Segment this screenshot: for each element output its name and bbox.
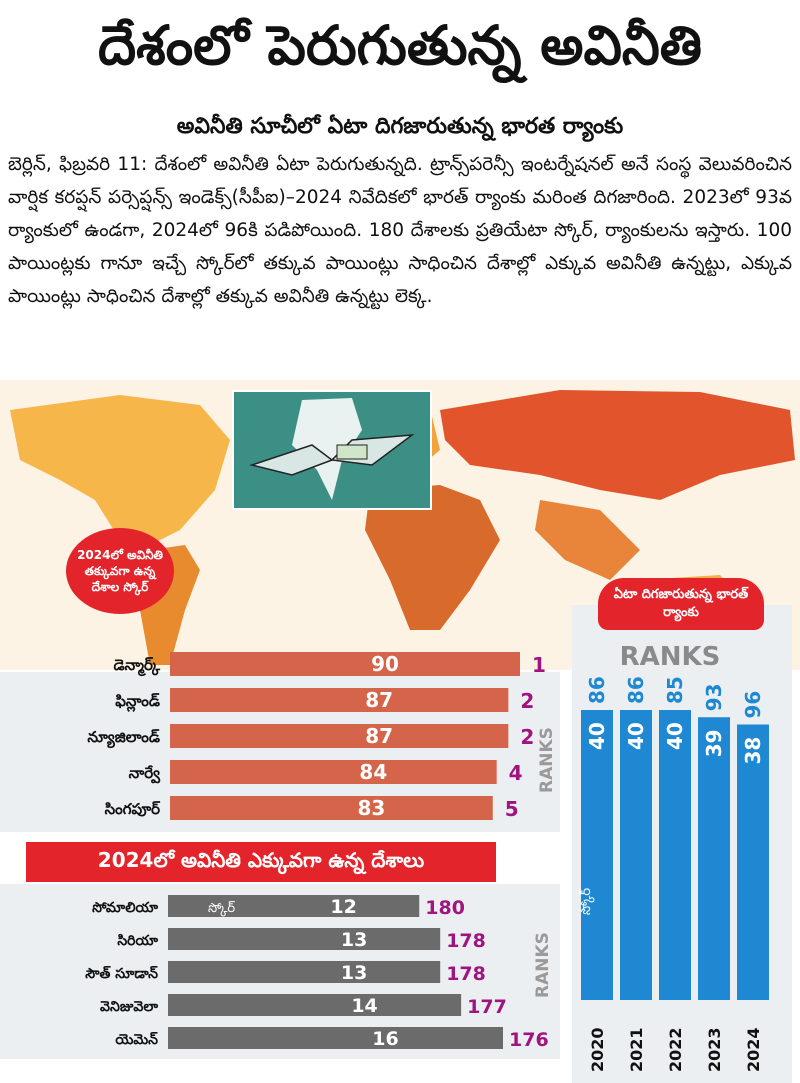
low-score-bar <box>170 688 509 712</box>
high-score-label: 16 <box>372 1028 398 1050</box>
india-year-label: 2022 <box>666 1027 685 1072</box>
article-body: బెర్లిన్, ఫిబ్రవరి 11: దేశంలో అవినీతి ఏట… <box>8 154 792 307</box>
india-rank-label: 96 <box>741 691 765 719</box>
low-corruption-callout: 2024లో అవినీతి తక్కువగా ఉన్న దేశాల స్కోర… <box>66 528 174 614</box>
high-country-label: వెనిజువెలా <box>100 999 158 1015</box>
page-subtitle: అవినీతి సూచీలో ఏటా దిగజారుతున్న భారత ర్య… <box>176 114 624 139</box>
high-score-bar <box>168 961 441 983</box>
india-rank-callout: ఏటా దిగజారుతున్న భారత్ ర్యాంకు <box>598 578 764 630</box>
low-score-label: 87 <box>365 688 393 712</box>
high-score-label: 14 <box>351 995 377 1017</box>
india-score-label: 40 <box>663 722 687 750</box>
high-corruption-banner-text: 2024లో అవినీతి ఎక్కువగా ఉన్న దేశాలు <box>97 847 425 872</box>
low-rank-label: 5 <box>505 797 519 821</box>
bribe-handshake-icon <box>232 390 432 510</box>
low-score-bar <box>170 760 497 784</box>
world-map-illustration <box>0 380 800 670</box>
india-year-label: 2020 <box>588 1027 607 1072</box>
high-score-bar <box>168 1027 503 1049</box>
low-rank-label: 2 <box>520 725 534 749</box>
high-rank-label: 178 <box>446 963 486 985</box>
low-country-label: ఫిన్లాండ్ <box>115 692 160 712</box>
high-corruption-banner: 2024లో అవినీతి ఎక్కువగా ఉన్న దేశాలు <box>26 842 496 882</box>
high-score-bar <box>168 928 441 950</box>
high-score-label: 13 <box>341 929 367 951</box>
low-corruption-callout-text: 2024లో అవినీతి తక్కువగా ఉన్న దేశాల స్కోర… <box>77 547 163 595</box>
low-country-label: డెన్మార్క్ <box>114 656 161 677</box>
low-country-label: సింగపూర్ <box>105 800 162 818</box>
low-rank-label: 2 <box>520 689 534 713</box>
india-score-bar <box>737 724 769 1000</box>
low-score-label: 87 <box>365 724 393 748</box>
high-score-caption: స్కోర్ <box>208 901 235 917</box>
high-rank-label: 178 <box>446 930 486 952</box>
page-title: దేశంలో పెరుగుతున్న అవినీతి <box>97 14 702 77</box>
high-rank-label: 177 <box>467 996 507 1018</box>
low-country-label: నార్వే <box>129 764 161 784</box>
low-rank-label: 1 <box>532 653 546 677</box>
india-score-bar <box>659 710 691 1000</box>
india-year-label: 2021 <box>627 1027 646 1072</box>
high-score-label: 12 <box>330 896 356 918</box>
high-score-label: 13 <box>341 962 367 984</box>
india-rank-label: 86 <box>624 676 648 704</box>
high-score-bar <box>168 895 420 917</box>
low-score-bar <box>170 724 509 748</box>
india-rank-label: 85 <box>663 676 687 704</box>
india-ranks-heading: RANKS <box>620 642 721 672</box>
india-score-label: 40 <box>624 722 648 750</box>
low-ranks-axis-label: RANKS <box>537 727 557 793</box>
india-rank-label: 93 <box>702 683 726 711</box>
low-score-label: 84 <box>359 760 387 784</box>
low-score-label: 83 <box>357 796 385 820</box>
high-country-label: సోమాలియా <box>92 900 158 916</box>
india-rank-callout-text: ఏటా దిగజారుతున్న భారత్ ర్యాంకు <box>613 586 749 620</box>
india-score-bar <box>581 710 613 1000</box>
high-rank-label: 176 <box>509 1029 549 1051</box>
india-score-label: 38 <box>741 737 765 765</box>
india-score-bar <box>698 717 730 1000</box>
low-score-label: 90 <box>371 652 399 676</box>
india-score-label: 39 <box>702 729 726 757</box>
low-score-bar <box>170 796 493 820</box>
high-country-label: యెమెన్ <box>115 1031 158 1048</box>
india-rank-label: 86 <box>585 676 609 704</box>
high-rank-label: 180 <box>425 897 465 919</box>
high-country-label: సౌత్ సూడాన్ <box>85 965 158 982</box>
india-score-caption: స్కోర్ <box>579 888 595 915</box>
india-score-bar <box>620 710 652 1000</box>
low-score-bar <box>170 652 520 676</box>
low-rank-label: 4 <box>509 761 523 785</box>
high-ranks-axis-label: RANKS <box>533 932 553 998</box>
high-country-label: సిరియా <box>117 933 158 949</box>
india-year-label: 2023 <box>705 1027 724 1072</box>
high-score-bar <box>168 994 462 1016</box>
low-country-label: న్యూజిలాండ్ <box>87 728 160 749</box>
india-year-label: 2024 <box>744 1027 763 1072</box>
india-score-label: 40 <box>585 722 609 750</box>
